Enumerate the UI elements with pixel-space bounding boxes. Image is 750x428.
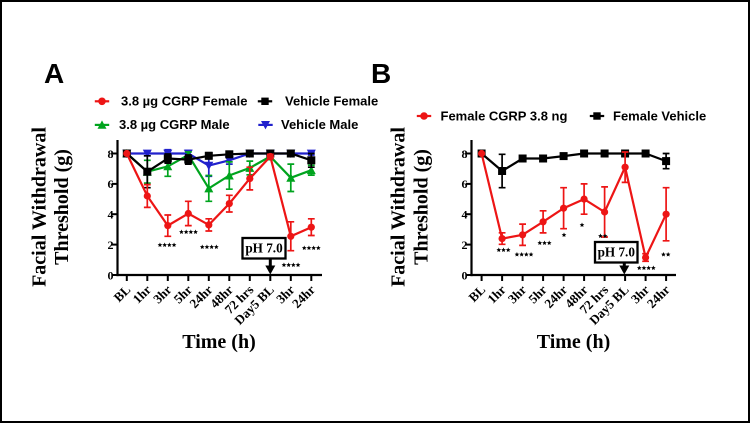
svg-text:Threshold (g): Threshold (g) xyxy=(411,149,433,265)
svg-text:B: B xyxy=(371,58,391,89)
svg-text:Facial Withdrawal: Facial Withdrawal xyxy=(29,127,51,287)
svg-text:4: 4 xyxy=(108,208,114,222)
svg-text:pH 7.0: pH 7.0 xyxy=(245,240,283,255)
svg-text:8: 8 xyxy=(462,147,468,161)
svg-text:2: 2 xyxy=(462,238,468,252)
svg-text:3.8 µg CGRP Male: 3.8 µg CGRP Male xyxy=(119,117,230,132)
svg-text:Time (h): Time (h) xyxy=(537,331,611,353)
svg-text:2: 2 xyxy=(108,238,114,252)
svg-text:Female Vehicle: Female Vehicle xyxy=(613,109,706,124)
svg-text:pH 7.0: pH 7.0 xyxy=(598,244,636,259)
svg-text:Time (h): Time (h) xyxy=(182,331,256,353)
svg-text:6: 6 xyxy=(108,177,114,191)
svg-text:Facial Withdrawal: Facial Withdrawal xyxy=(388,127,410,287)
svg-text:A: A xyxy=(44,58,64,89)
svg-text:0: 0 xyxy=(108,268,114,282)
svg-text:Female CGRP 3.8 ng: Female CGRP 3.8 ng xyxy=(441,109,568,124)
svg-text:3.8 µg CGRP Female: 3.8 µg CGRP Female xyxy=(121,94,247,109)
svg-text:4: 4 xyxy=(462,208,468,222)
svg-text:6: 6 xyxy=(462,177,468,191)
svg-text:8: 8 xyxy=(108,147,114,161)
svg-text:Vehicle Female: Vehicle Female xyxy=(285,94,378,109)
svg-text:0: 0 xyxy=(462,268,468,282)
svg-text:Threshold (g): Threshold (g) xyxy=(51,149,73,265)
svg-text:Vehicle Male: Vehicle Male xyxy=(281,117,358,132)
